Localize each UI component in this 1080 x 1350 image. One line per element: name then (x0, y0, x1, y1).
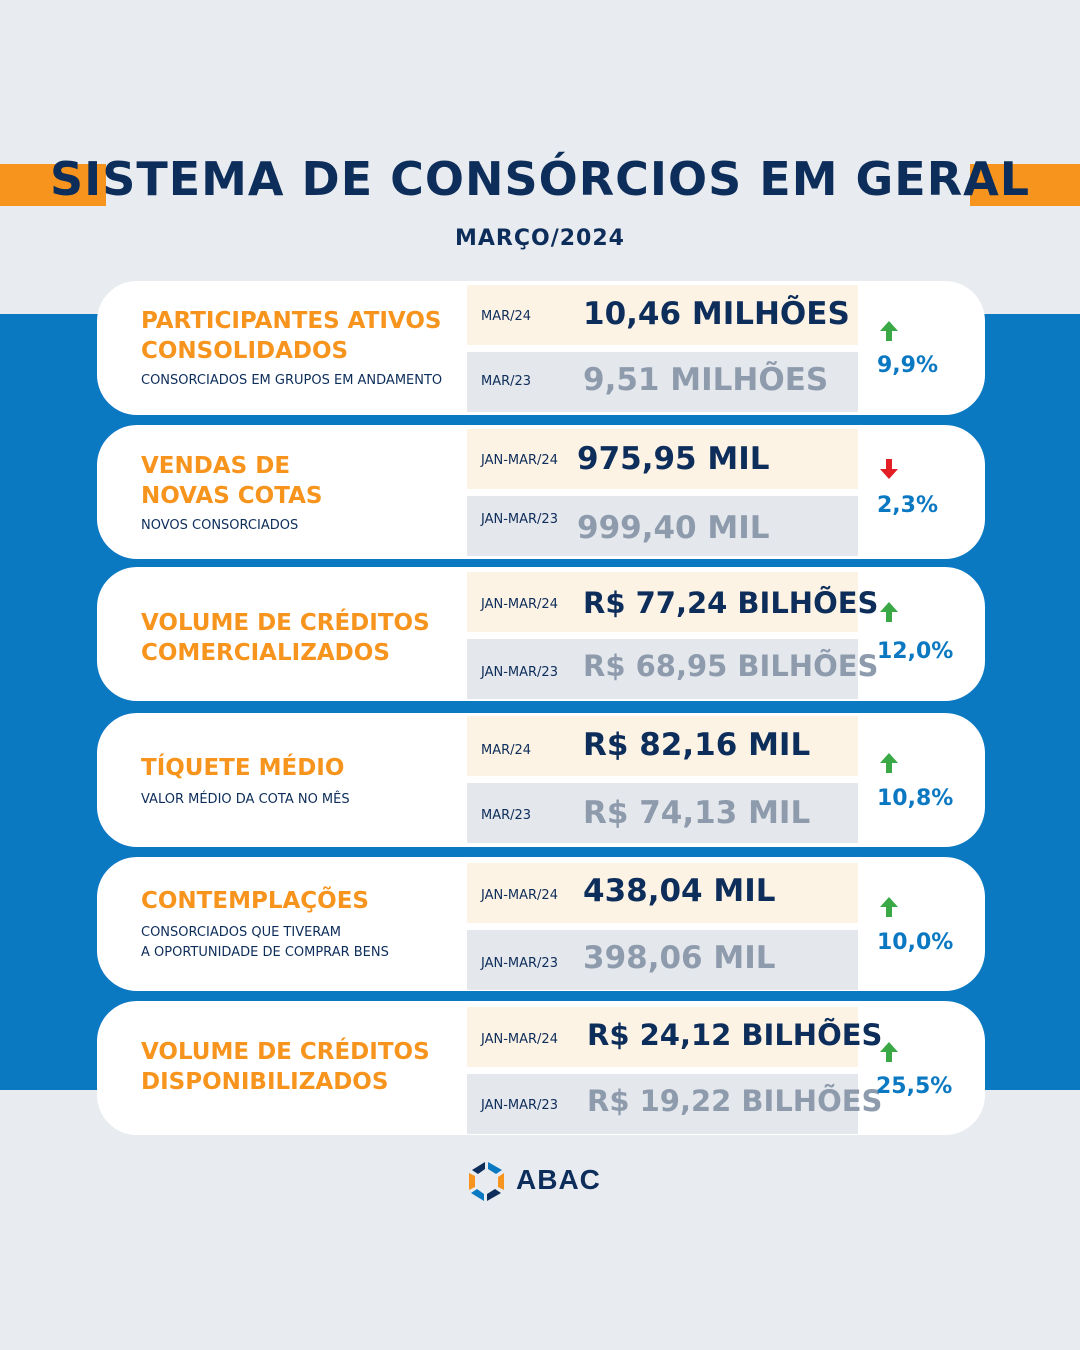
current-period-row: JAN-MAR/24 438,04 MIL (467, 863, 858, 923)
card-title: TÍQUETE MÉDIO (141, 755, 345, 781)
previous-value: R$ 19,22 BILHÕES (587, 1084, 883, 1118)
previous-period-label: MAR/23 (481, 374, 532, 389)
change-percentage: 10,8% (877, 786, 954, 811)
card-title: VOLUME DE CRÉDITOS COMERCIALIZADOS (141, 610, 430, 666)
current-period-label: JAN-MAR/24 (481, 597, 558, 612)
previous-period-label: JAN-MAR/23 (481, 665, 558, 680)
change-percentage: 25,5% (876, 1074, 953, 1099)
current-period-row: JAN-MAR/24 R$ 24,12 BILHÕES (467, 1007, 882, 1067)
current-period-row: JAN-MAR/24 975,95 MIL (467, 429, 858, 489)
logo-text: ABAC (516, 1164, 601, 1195)
previous-period-label: JAN-MAR/23 (481, 512, 558, 527)
stat-card-tiquete-medio: TÍQUETE MÉDIO VALOR MÉDIO DA COTA NO MÊS… (97, 713, 985, 847)
card-description: CONSORCIADOS QUE TIVERAM A OPORTUNIDADE … (141, 925, 389, 960)
card-description: NOVOS CONSORCIADOS (141, 518, 299, 533)
page-subtitle: MARÇO/2024 (455, 226, 625, 251)
current-value: R$ 82,16 MIL (583, 727, 811, 763)
change-percentage: 10,0% (877, 930, 954, 955)
current-period-label: MAR/24 (481, 743, 532, 758)
stat-card-vendas: VENDAS DE NOVAS COTAS NOVOS CONSORCIADOS… (97, 425, 985, 559)
previous-period-row: MAR/23 9,51 MILHÕES (467, 352, 858, 412)
current-value: R$ 77,24 BILHÕES (583, 586, 879, 620)
previous-period-row: JAN-MAR/23 R$ 68,95 BILHÕES (467, 639, 878, 699)
arrow-down-icon (880, 459, 898, 479)
stat-card-contemplacoes: CONTEMPLAÇÕES CONSORCIADOS QUE TIVERAM A… (97, 857, 985, 991)
change-percentage: 9,9% (877, 353, 939, 378)
current-value: 10,46 MILHÕES (583, 296, 850, 332)
current-period-row: MAR/24 10,46 MILHÕES (467, 285, 858, 345)
card-title: VOLUME DE CRÉDITOS DISPONIBILIZADOS (141, 1039, 430, 1095)
card-description: VALOR MÉDIO DA COTA NO MÊS (141, 792, 350, 807)
previous-period-row: JAN-MAR/23 398,06 MIL (467, 930, 858, 990)
stat-card-creditos-disponibilizados: VOLUME DE CRÉDITOS DISPONIBILIZADOS JAN-… (97, 1001, 985, 1135)
previous-value: R$ 68,95 BILHÕES (583, 649, 879, 683)
orange-accent-right (970, 164, 1080, 206)
current-period-row: JAN-MAR/24 R$ 77,24 BILHÕES (467, 572, 878, 632)
previous-period-label: MAR/23 (481, 808, 532, 823)
arrow-up-icon (880, 753, 898, 773)
page-title: SISTEMA DE CONSÓRCIOS EM GERAL (49, 152, 1031, 206)
current-period-label: JAN-MAR/24 (481, 1032, 558, 1047)
change-percentage: 2,3% (877, 493, 939, 518)
current-period-label: JAN-MAR/24 (481, 453, 558, 468)
previous-period-row: JAN-MAR/23 R$ 19,22 BILHÕES (467, 1074, 882, 1134)
previous-value: 398,06 MIL (583, 940, 776, 976)
abac-logo-icon (469, 1162, 504, 1201)
stat-card-creditos-comercializados: VOLUME DE CRÉDITOS COMERCIALIZADOS JAN-M… (97, 567, 985, 701)
previous-value: R$ 74,13 MIL (583, 795, 811, 831)
card-title: VENDAS DE NOVAS COTAS (141, 453, 323, 509)
previous-value: 9,51 MILHÕES (583, 362, 829, 398)
current-value: 975,95 MIL (577, 441, 770, 477)
previous-period-row: JAN-MAR/23 999,40 MIL (467, 496, 858, 556)
orange-accent-left (0, 164, 106, 206)
arrow-up-icon (880, 1042, 898, 1062)
previous-period-label: JAN-MAR/23 (481, 1098, 558, 1113)
arrow-up-icon (880, 321, 898, 341)
arrow-up-icon (880, 897, 898, 917)
previous-period-label: JAN-MAR/23 (481, 956, 558, 971)
card-title: PARTICIPANTES ATIVOS CONSOLIDADOS (141, 308, 442, 364)
previous-period-row: MAR/23 R$ 74,13 MIL (467, 783, 858, 843)
abac-logo: ABAC (466, 1160, 616, 1204)
card-title: CONTEMPLAÇÕES (141, 888, 369, 914)
change-percentage: 12,0% (877, 639, 954, 664)
stat-card-participantes: PARTICIPANTES ATIVOS CONSOLIDADOS CONSOR… (97, 281, 985, 415)
card-description: CONSORCIADOS EM GRUPOS EM ANDAMENTO (141, 373, 443, 388)
current-period-label: MAR/24 (481, 309, 532, 324)
arrow-up-icon (880, 602, 898, 622)
current-period-row: MAR/24 R$ 82,16 MIL (467, 716, 858, 776)
current-period-label: JAN-MAR/24 (481, 888, 558, 903)
current-value: R$ 24,12 BILHÕES (587, 1018, 883, 1052)
previous-value: 999,40 MIL (577, 510, 770, 546)
current-value: 438,04 MIL (583, 873, 776, 909)
